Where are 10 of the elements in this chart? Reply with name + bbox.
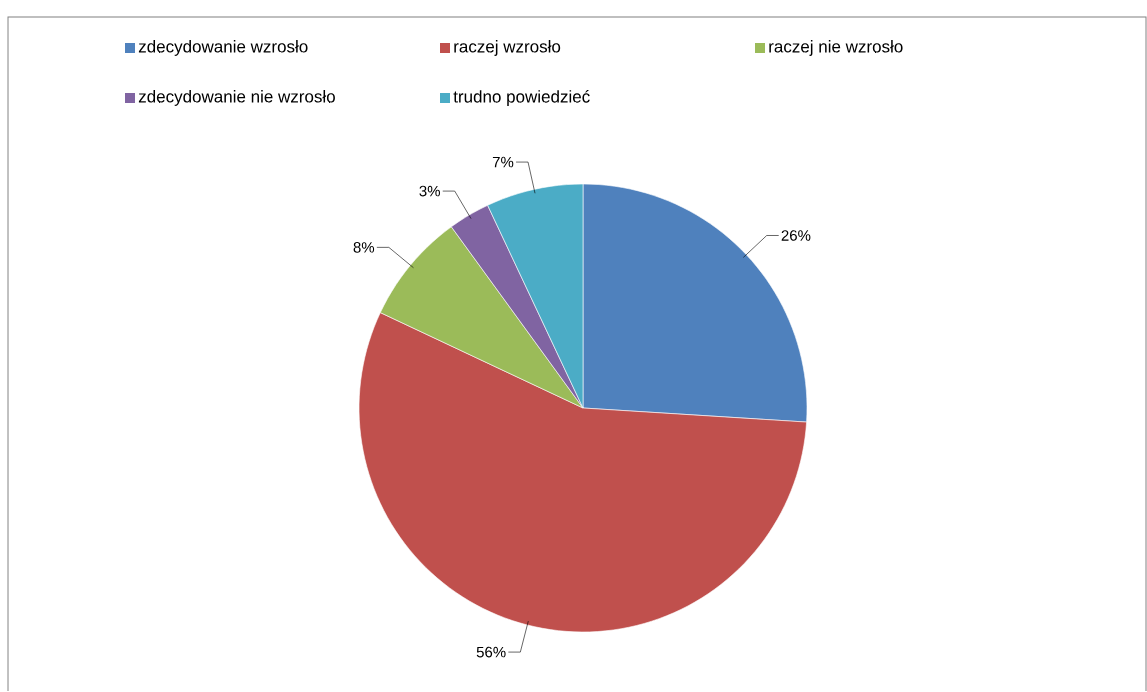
legend-label: zdecydowanie wzrosło bbox=[138, 40, 308, 57]
legend-label: raczej wzrosło bbox=[454, 40, 561, 57]
data-label: 8% bbox=[353, 242, 375, 253]
data-label: 26% bbox=[781, 230, 811, 242]
data-label: 3% bbox=[419, 186, 440, 197]
legend-label: zdecydowanie nie wzrosło bbox=[138, 90, 335, 107]
legend-label: raczej nie wzrosło bbox=[769, 40, 903, 57]
data-label: 7% bbox=[492, 157, 514, 168]
legend-label: trudno powiedzieć bbox=[453, 90, 590, 107]
data-label: 56% bbox=[476, 647, 506, 658]
